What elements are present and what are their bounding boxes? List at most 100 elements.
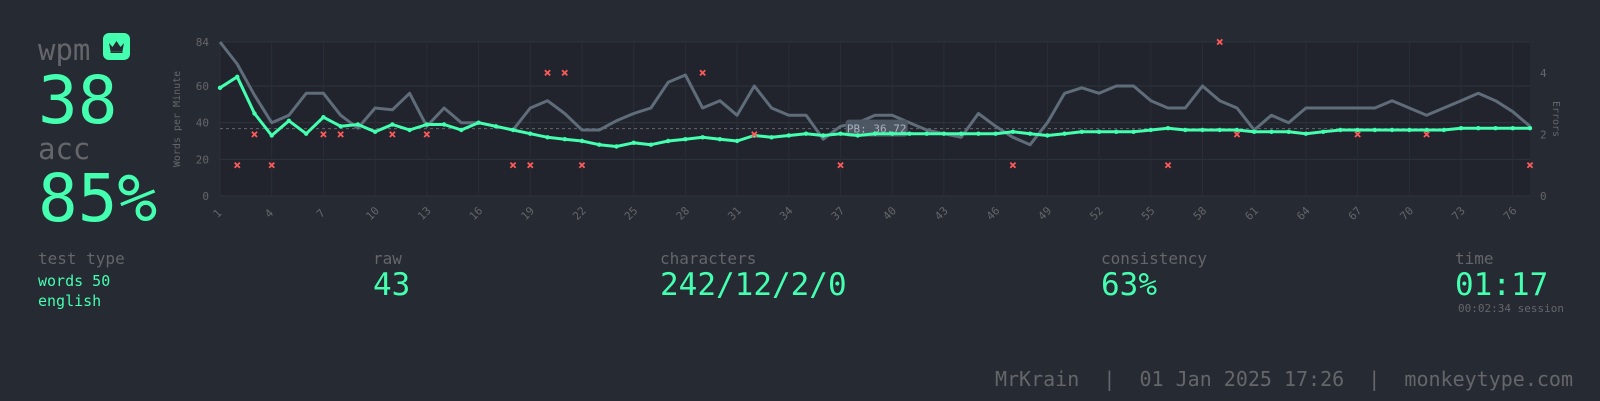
consistency-value: 63% (1101, 267, 1157, 303)
x-tick-label: 55 (1139, 204, 1158, 223)
wpm-point (1096, 129, 1102, 135)
error-marker (1164, 161, 1172, 169)
wpm-point (235, 74, 240, 80)
footer-separator: | (1103, 367, 1116, 391)
wpm-point (1441, 127, 1447, 133)
wpm-point (993, 131, 998, 136)
test-type-language[interactable]: english (38, 292, 102, 310)
wpm-point (648, 142, 654, 147)
x-tick-label: 22 (570, 204, 589, 223)
x-tick-label: 67 (1346, 204, 1365, 223)
wpm-point (1355, 127, 1360, 133)
wpm-point (579, 138, 585, 144)
wpm-point (924, 131, 929, 136)
y2-tick-label: 4 (1540, 67, 1547, 80)
footer-datetime: 01 Jan 2025 17:26 (1139, 367, 1345, 391)
wpm-point (562, 136, 567, 142)
wpm-point (769, 135, 774, 140)
x-tick-label: 76 (1501, 204, 1520, 223)
x-tick-label: 37 (829, 204, 848, 223)
wpm-point (303, 131, 309, 136)
x-tick-label: 25 (622, 204, 641, 223)
x-tick-label: 40 (880, 204, 899, 223)
characters-value: 242/12/2/0 (660, 267, 847, 303)
wpm-point (321, 114, 326, 120)
y-tick-label: 84 (196, 36, 210, 49)
wpm-point (1079, 129, 1085, 135)
wpm-point (1045, 133, 1050, 138)
wpm-label: wpm (38, 33, 91, 67)
wpm-point (614, 144, 619, 149)
wpm-point (734, 138, 740, 144)
crown-icon[interactable] (103, 33, 130, 60)
y-axis-title: Words per Minute (172, 71, 183, 167)
x-tick-label: 1 (211, 207, 225, 221)
wpm-point (821, 133, 826, 138)
wpm-value: 38 (38, 62, 118, 139)
wpm-point (1062, 131, 1067, 136)
wpm-point (1252, 129, 1257, 135)
wpm-point (976, 131, 981, 136)
wpm-point (907, 131, 912, 136)
wpm-point (1200, 127, 1205, 133)
wpm-point (1407, 127, 1412, 133)
time-value: 01:17 (1455, 267, 1549, 303)
wpm-point (355, 122, 361, 127)
wpm-point (717, 136, 723, 142)
x-tick-label: 13 (415, 204, 434, 223)
plot-area (220, 42, 1530, 196)
characters-label: characters (660, 249, 757, 268)
raw-label: raw (373, 249, 402, 268)
x-tick-label: 49 (1036, 204, 1055, 223)
wpm-point (459, 127, 464, 133)
x-tick-label: 61 (1242, 204, 1261, 223)
error-marker (1216, 38, 1223, 46)
wpm-point (1303, 131, 1309, 136)
y2-tick-label: 2 (1540, 128, 1547, 141)
error-marker (561, 69, 568, 77)
wpm-point (1476, 125, 1481, 131)
result-footer: MrKrain | 01 Jan 2025 17:26 | monkeytype… (971, 349, 1573, 389)
x-tick-label: 52 (1087, 204, 1106, 223)
session-time: 00:02:34 session (1458, 302, 1564, 315)
wpm-point (545, 135, 550, 140)
wpm-point (1527, 125, 1533, 131)
time-label: time (1455, 249, 1494, 268)
error-marker (837, 161, 844, 169)
error-marker (1009, 161, 1017, 169)
error-marker (337, 131, 344, 138)
acc-value: 85% (38, 160, 158, 237)
error-marker (509, 161, 517, 169)
wpm-point (424, 122, 430, 127)
wpm-point (269, 133, 274, 138)
wpm-point (1320, 129, 1326, 135)
error-marker (751, 131, 758, 138)
crown-icon-glyph (109, 41, 124, 53)
error-marker (1354, 131, 1361, 138)
error-marker (234, 161, 241, 169)
wpm-point (786, 133, 792, 138)
wpm-point (1234, 127, 1240, 133)
error-marker (320, 131, 327, 138)
x-tick-label: 46 (984, 204, 1003, 223)
wpm-point (1389, 127, 1395, 133)
wpm-point (631, 140, 636, 146)
wpm-point (1286, 129, 1291, 135)
wpm-point (372, 129, 378, 135)
x-tick-label: 4 (262, 206, 276, 220)
wpm-point (286, 118, 292, 124)
consistency-label: consistency (1101, 249, 1207, 268)
y-tick-label: 0 (202, 190, 209, 203)
wpm-point (855, 133, 860, 138)
wpm-point (700, 135, 705, 140)
y2-tick-label: 0 (1540, 190, 1547, 203)
wpm-point (1165, 125, 1171, 131)
error-marker (1233, 131, 1241, 138)
test-type-mode[interactable]: words 50 (38, 272, 111, 290)
error-marker (527, 161, 534, 169)
x-tick-label: 43 (932, 204, 951, 223)
error-marker (268, 161, 275, 169)
error-marker (544, 69, 551, 77)
wpm-point (338, 124, 343, 129)
wpm-point (941, 131, 947, 136)
